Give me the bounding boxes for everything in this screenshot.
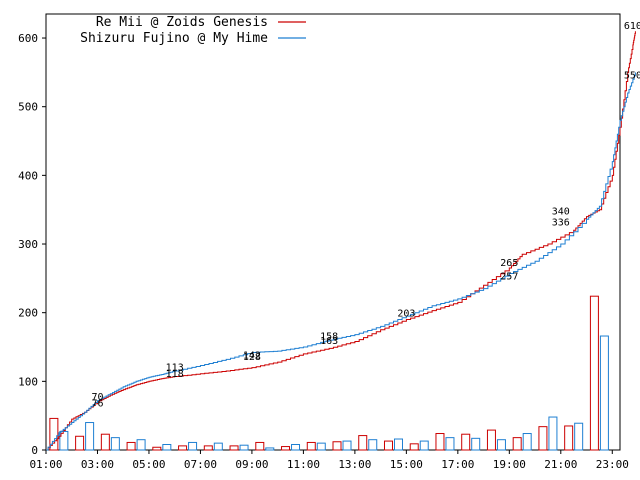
hourly-bar (306, 441, 316, 451)
y-tick-label: 200 (18, 307, 38, 320)
x-tick-label: 01:00 (29, 458, 62, 471)
data-point-label: 163 (320, 336, 338, 347)
legend-label: Shizuru Fujino @ My Hime (80, 31, 268, 46)
x-tick-label: 13:00 (338, 458, 371, 471)
data-point-label: 336 (552, 217, 570, 228)
hourly-bar (368, 439, 378, 451)
hourly-bar (522, 433, 532, 451)
y-tick-label: 500 (18, 101, 38, 114)
hourly-bar (471, 437, 481, 451)
x-tick-label: 21:00 (544, 458, 577, 471)
data-point-label: 118 (166, 369, 184, 380)
data-point-label: 70 (91, 392, 103, 403)
hourly-bar (75, 435, 85, 451)
hourly-bar (564, 425, 574, 451)
data-point-label: 340 (552, 207, 570, 218)
y-tick-label: 300 (18, 238, 38, 251)
data-point-label: 128 (243, 352, 261, 363)
hourly-bar (152, 446, 162, 451)
hourly-bar (265, 447, 275, 451)
hourly-bars (49, 295, 609, 451)
hourly-bar (178, 445, 188, 451)
data-point-label: 610 (624, 21, 640, 32)
x-tick-label: 07:00 (184, 458, 217, 471)
hourly-bar (445, 437, 455, 451)
hourly-bar (599, 335, 609, 451)
hourly-bar (409, 443, 419, 451)
y-tick-label: 100 (18, 375, 38, 388)
hourly-bar (358, 435, 368, 451)
hourly-bar (229, 445, 239, 451)
axis-ticks: 01:00 03:00 05:00 07:00 09:00 11:00 13:00 15:00… (18, 32, 629, 471)
x-tick-label: 17:00 (441, 458, 474, 471)
hourly-bar (316, 442, 326, 451)
point-labels: 70 113 128 158 265 340 610 76 118 142 163 203 257 336… (91, 21, 640, 409)
hourly-bar (291, 444, 301, 451)
hourly-bar (486, 429, 496, 451)
hourly-bar (203, 445, 213, 451)
hourly-bar (49, 417, 59, 451)
hourly-bar (538, 426, 548, 451)
hourly-bar (188, 441, 198, 451)
hourly-bar (496, 439, 506, 451)
legend-label: Re Mii @ Zoids Genesis (96, 15, 268, 30)
hourly-bar (213, 442, 223, 451)
hourly-bar (548, 416, 558, 451)
data-point-label: 203 (397, 309, 415, 320)
y-tick-label: 0 (31, 444, 38, 457)
x-tick-label: 23:00 (596, 458, 629, 471)
data-point-label: 113 (166, 362, 184, 373)
data-point-label: 76 (91, 399, 103, 410)
hourly-bar (419, 440, 429, 451)
data-point-label: 265 (500, 258, 518, 269)
cumulative-line (46, 72, 636, 451)
hourly-bar (393, 438, 403, 451)
hourly-bar (255, 441, 265, 451)
hourly-bar (435, 433, 445, 451)
series-lines (46, 31, 636, 451)
hourly-bar (383, 440, 393, 451)
hourly-bar (574, 422, 584, 451)
data-point-label: 550 (624, 70, 640, 81)
hourly-bar (136, 439, 146, 451)
hourly-bar (59, 430, 69, 451)
data-point-label: 158 (320, 332, 338, 343)
cumulative-line (46, 31, 636, 451)
hourly-bar (100, 433, 110, 451)
hourly-bar (461, 433, 471, 451)
y-tick-label: 600 (18, 32, 38, 45)
x-tick-label: 11:00 (287, 458, 320, 471)
hourly-bar (110, 437, 120, 451)
hourly-bar (589, 295, 599, 451)
hourly-bar (162, 444, 172, 451)
hourly-bar (126, 441, 136, 451)
hourly-bar (239, 444, 249, 451)
hourly-bar (342, 440, 352, 451)
y-tick-label: 400 (18, 169, 38, 182)
hourly-bar (512, 437, 522, 451)
hourly-bar (281, 446, 291, 451)
x-tick-label: 03:00 (81, 458, 114, 471)
hourly-bar (332, 441, 342, 451)
data-point-label: 142 (243, 351, 261, 362)
hourly-bar (85, 422, 95, 451)
x-tick-label: 09:00 (235, 458, 268, 471)
x-tick-label: 05:00 (132, 458, 165, 471)
x-tick-label: 19:00 (493, 458, 526, 471)
x-tick-label: 15:00 (390, 458, 423, 471)
data-point-label: 257 (500, 272, 518, 283)
